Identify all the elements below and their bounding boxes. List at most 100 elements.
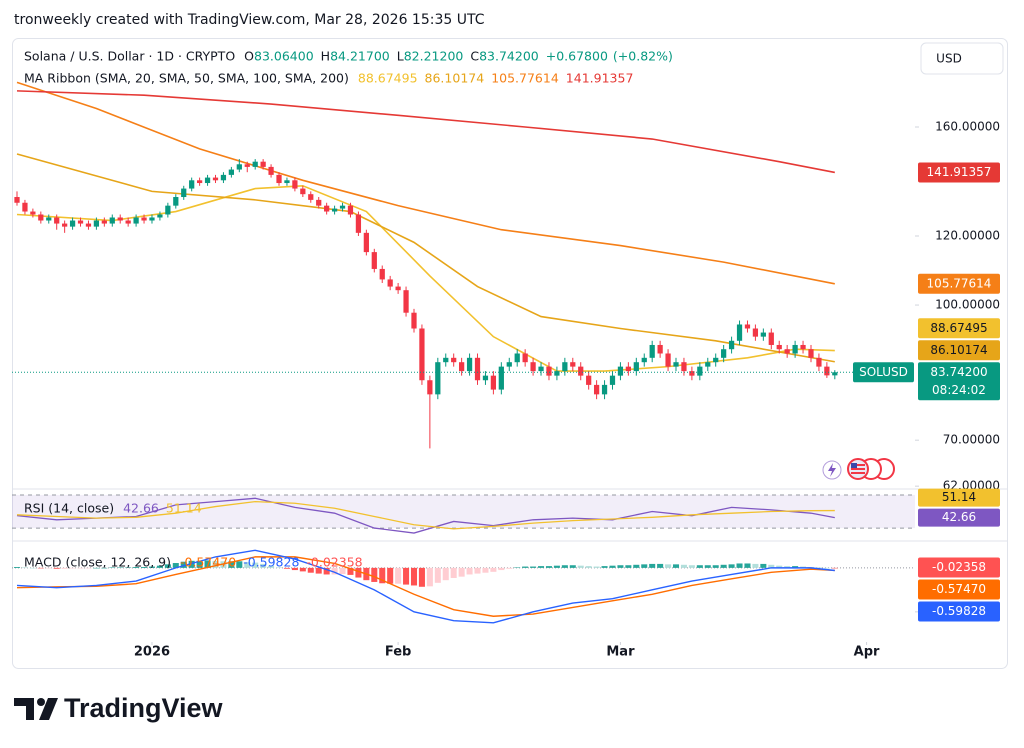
histogram-bar bbox=[125, 567, 132, 568]
candle-body bbox=[157, 214, 163, 218]
candle-body bbox=[625, 366, 631, 372]
lightning-icon bbox=[828, 463, 836, 477]
histogram-bar bbox=[418, 567, 425, 587]
histogram-bar bbox=[680, 564, 687, 568]
candle-body bbox=[300, 188, 306, 195]
histogram-bar bbox=[371, 567, 378, 582]
ribbon-value: 86.10174 bbox=[425, 71, 485, 86]
axis-tag bbox=[918, 340, 1000, 361]
axis-tag-label: 86.10174 bbox=[930, 343, 987, 357]
histogram-bar bbox=[426, 567, 433, 587]
attribution: tronweekly created with TradingView.com,… bbox=[14, 12, 485, 28]
candle-body bbox=[728, 340, 735, 350]
candle-body bbox=[474, 357, 481, 381]
histogram-bar bbox=[331, 567, 338, 575]
histogram-value: -0.02358 bbox=[306, 555, 362, 570]
candle-body bbox=[292, 180, 298, 189]
candle-body bbox=[466, 357, 473, 372]
histogram-bar bbox=[466, 567, 473, 575]
candle-body bbox=[403, 290, 409, 313]
histogram-bar bbox=[93, 567, 100, 569]
histogram-bar bbox=[228, 561, 235, 568]
candle-body bbox=[165, 205, 171, 215]
histogram-bar bbox=[323, 567, 330, 575]
histogram-bar bbox=[276, 567, 283, 568]
rsi-value: 51.14 bbox=[166, 501, 202, 516]
ohlc-value: 84.21700 bbox=[330, 49, 390, 64]
candle-body bbox=[181, 188, 187, 198]
histogram-bar bbox=[117, 567, 124, 568]
indicator-line bbox=[16, 90, 835, 174]
flag-stripe bbox=[851, 468, 865, 470]
candle-body bbox=[54, 217, 60, 224]
logo: TradingView bbox=[14, 693, 224, 723]
candle-body bbox=[173, 197, 179, 206]
histogram-bar bbox=[593, 566, 600, 568]
candle-body bbox=[697, 366, 703, 376]
histogram-bar bbox=[768, 564, 775, 568]
histogram-bar bbox=[561, 565, 568, 568]
histogram-bar bbox=[490, 567, 497, 572]
logo-mark bbox=[37, 698, 45, 706]
symbol-tag-label: SOLUSD bbox=[859, 365, 908, 379]
logo-text: TradingView bbox=[64, 693, 224, 723]
x-tick-label: Apr bbox=[854, 645, 880, 660]
candle-body bbox=[593, 384, 600, 395]
axis-tag-label: 83.74200 bbox=[930, 365, 987, 379]
candle-body bbox=[308, 194, 314, 200]
x-tick-label: 2026 bbox=[134, 645, 170, 660]
candle-body bbox=[435, 362, 441, 395]
histogram-bar bbox=[617, 565, 624, 568]
histogram-bar bbox=[156, 565, 163, 568]
candle-body bbox=[617, 366, 624, 376]
histogram-bar bbox=[196, 560, 203, 568]
axis-tag-label: 88.67495 bbox=[930, 321, 987, 335]
candle-body bbox=[514, 353, 520, 363]
histogram-bar bbox=[482, 567, 489, 573]
histogram-bar bbox=[498, 567, 505, 571]
candle-body bbox=[133, 217, 139, 224]
candle-body bbox=[768, 332, 774, 345]
histogram-bar bbox=[450, 567, 457, 578]
histogram-bar bbox=[831, 567, 838, 569]
histogram-bar bbox=[29, 567, 36, 569]
histogram-bar bbox=[792, 566, 799, 568]
axis-tag-label: 51.14 bbox=[942, 490, 976, 504]
histogram-bar bbox=[553, 565, 560, 568]
event-icons[interactable] bbox=[822, 458, 895, 480]
histogram-bar bbox=[13, 566, 21, 568]
candle-body bbox=[30, 211, 36, 215]
candle-body bbox=[220, 174, 227, 181]
histogram-bar bbox=[148, 566, 155, 568]
candle-body bbox=[355, 214, 362, 233]
candle-body bbox=[562, 362, 568, 372]
indicator-line bbox=[16, 153, 835, 363]
ribbon-name: MA Ribbon (SMA, 20, SMA, 50, SMA, 100, S… bbox=[24, 71, 349, 86]
histogram-bar bbox=[545, 566, 552, 568]
histogram-bar bbox=[434, 567, 441, 583]
candle-body bbox=[284, 180, 290, 184]
histogram-bar bbox=[776, 565, 783, 568]
candle-body bbox=[816, 357, 822, 367]
candle-body bbox=[85, 223, 92, 227]
histogram-bar bbox=[458, 567, 465, 577]
histogram-bar bbox=[696, 565, 703, 568]
histogram-bar bbox=[53, 567, 60, 569]
candle-body bbox=[228, 169, 234, 175]
currency-button[interactable] bbox=[920, 42, 1004, 75]
candle-body bbox=[324, 205, 330, 212]
histogram-bar bbox=[307, 567, 314, 573]
candle-body bbox=[443, 357, 449, 363]
histogram-bar bbox=[720, 564, 727, 568]
countdown: 08:24:02 bbox=[932, 383, 986, 397]
candle-body bbox=[395, 286, 401, 291]
currency[interactable]: USD bbox=[936, 52, 962, 66]
candle-body bbox=[689, 371, 695, 376]
axis-tag bbox=[918, 508, 1000, 527]
histogram-bar bbox=[410, 567, 418, 586]
candle-body bbox=[77, 220, 84, 224]
candle-body bbox=[109, 217, 115, 224]
histogram-bar bbox=[712, 565, 719, 568]
candle-body bbox=[252, 161, 258, 167]
